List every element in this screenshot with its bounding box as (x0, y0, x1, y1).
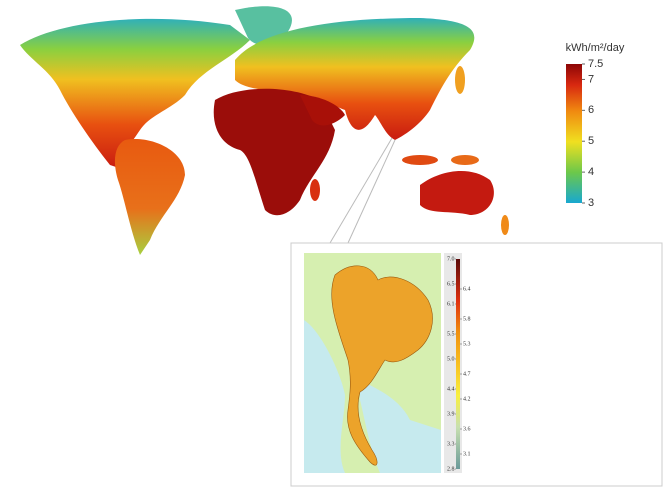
tick-label: 5.8 (463, 316, 471, 322)
tick-label: 4.7 (463, 371, 471, 377)
tick-label: 5 (588, 135, 594, 147)
australia (420, 170, 494, 215)
tick-label: 7 (588, 73, 594, 85)
south-america (114, 139, 185, 255)
tick-label: 5.5 (447, 331, 455, 337)
tick-label: 6.5 (447, 281, 455, 287)
sea (360, 380, 441, 473)
north-america (20, 18, 250, 171)
connector (329, 137, 393, 244)
sea (304, 320, 345, 473)
tick-label: 5.3 (463, 341, 471, 347)
tick-label: 4.2 (463, 396, 471, 402)
tick-label: 7.5 (588, 58, 603, 70)
japan (455, 66, 465, 94)
tick-label: 2.8 (447, 466, 455, 472)
eurasia (235, 18, 475, 140)
indonesia (402, 155, 438, 165)
world-map (20, 6, 509, 255)
tick-label: 4.4 (447, 386, 455, 392)
tick-label: 6.4 (463, 286, 471, 292)
legend-title: kWh/m²/day (566, 42, 625, 54)
new-zealand (501, 215, 509, 235)
tick-label: 3 (588, 197, 594, 209)
arabia (300, 95, 345, 126)
colorbar (566, 64, 582, 203)
thailand (331, 265, 433, 466)
tick-label: 4 (588, 166, 594, 178)
tick-label: 3.6 (463, 426, 471, 432)
tick-label: 7.0 (447, 256, 455, 262)
tick-label: 3.1 (463, 451, 471, 457)
tick-label: 3.9 (447, 411, 455, 417)
connector (347, 139, 396, 244)
madagascar (310, 179, 320, 201)
inset-map (304, 253, 441, 473)
inset-colorbar (456, 259, 460, 469)
tick-label: 3.3 (447, 441, 455, 447)
tick-label: 5.0 (447, 356, 455, 362)
tick-label: 6.1 (447, 301, 455, 307)
africa (213, 88, 335, 216)
new-guinea (451, 155, 479, 165)
tick-label: 6 (588, 104, 594, 116)
